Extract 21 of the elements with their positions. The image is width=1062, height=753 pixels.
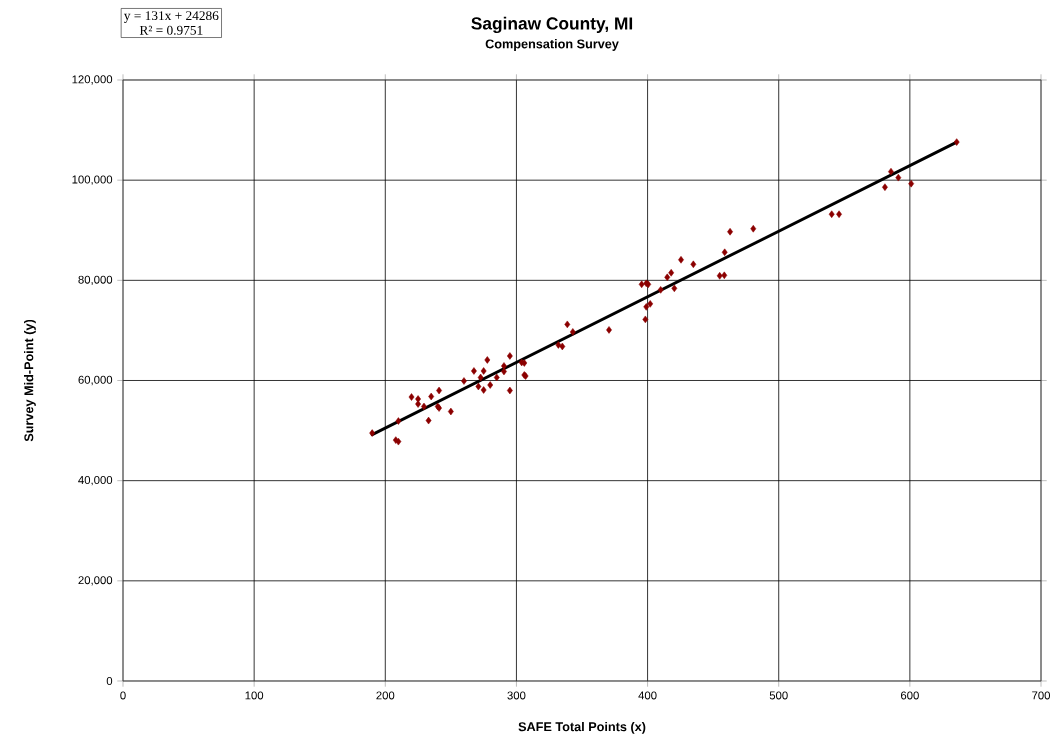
y-tick-label: 120,000 bbox=[72, 75, 113, 85]
chart-subtitle: Compensation Survey bbox=[485, 39, 619, 51]
chart-title: Saginaw County, MI bbox=[471, 16, 633, 34]
y-axis-title: Survey Mid-Point (y) bbox=[24, 319, 36, 442]
y-tick-label: 80,000 bbox=[78, 275, 113, 285]
text: R² = 0.9751 bbox=[139, 25, 203, 35]
x-axis-title: SAFE Total Points (x) bbox=[518, 721, 646, 734]
x-tick-label: 600 bbox=[901, 691, 919, 700]
x-tick-label: 0 bbox=[120, 691, 126, 700]
y-tick-label: 100,000 bbox=[72, 175, 113, 185]
y-tick-label: 20,000 bbox=[78, 576, 113, 586]
text: y = 131x + 24286 bbox=[123, 11, 219, 23]
x-tick-label: 700 bbox=[1032, 691, 1051, 700]
x-tick-label: 100 bbox=[245, 691, 264, 700]
x-tick-label: 300 bbox=[507, 691, 526, 700]
x-tick-label: 500 bbox=[769, 691, 788, 700]
x-tick-label: 200 bbox=[376, 691, 395, 700]
x-tick-label: 400 bbox=[638, 691, 657, 700]
y-tick-label: 60,000 bbox=[78, 375, 113, 386]
y-tick-label: 40,000 bbox=[78, 475, 113, 486]
y-tick-label: 0 bbox=[106, 677, 113, 685]
